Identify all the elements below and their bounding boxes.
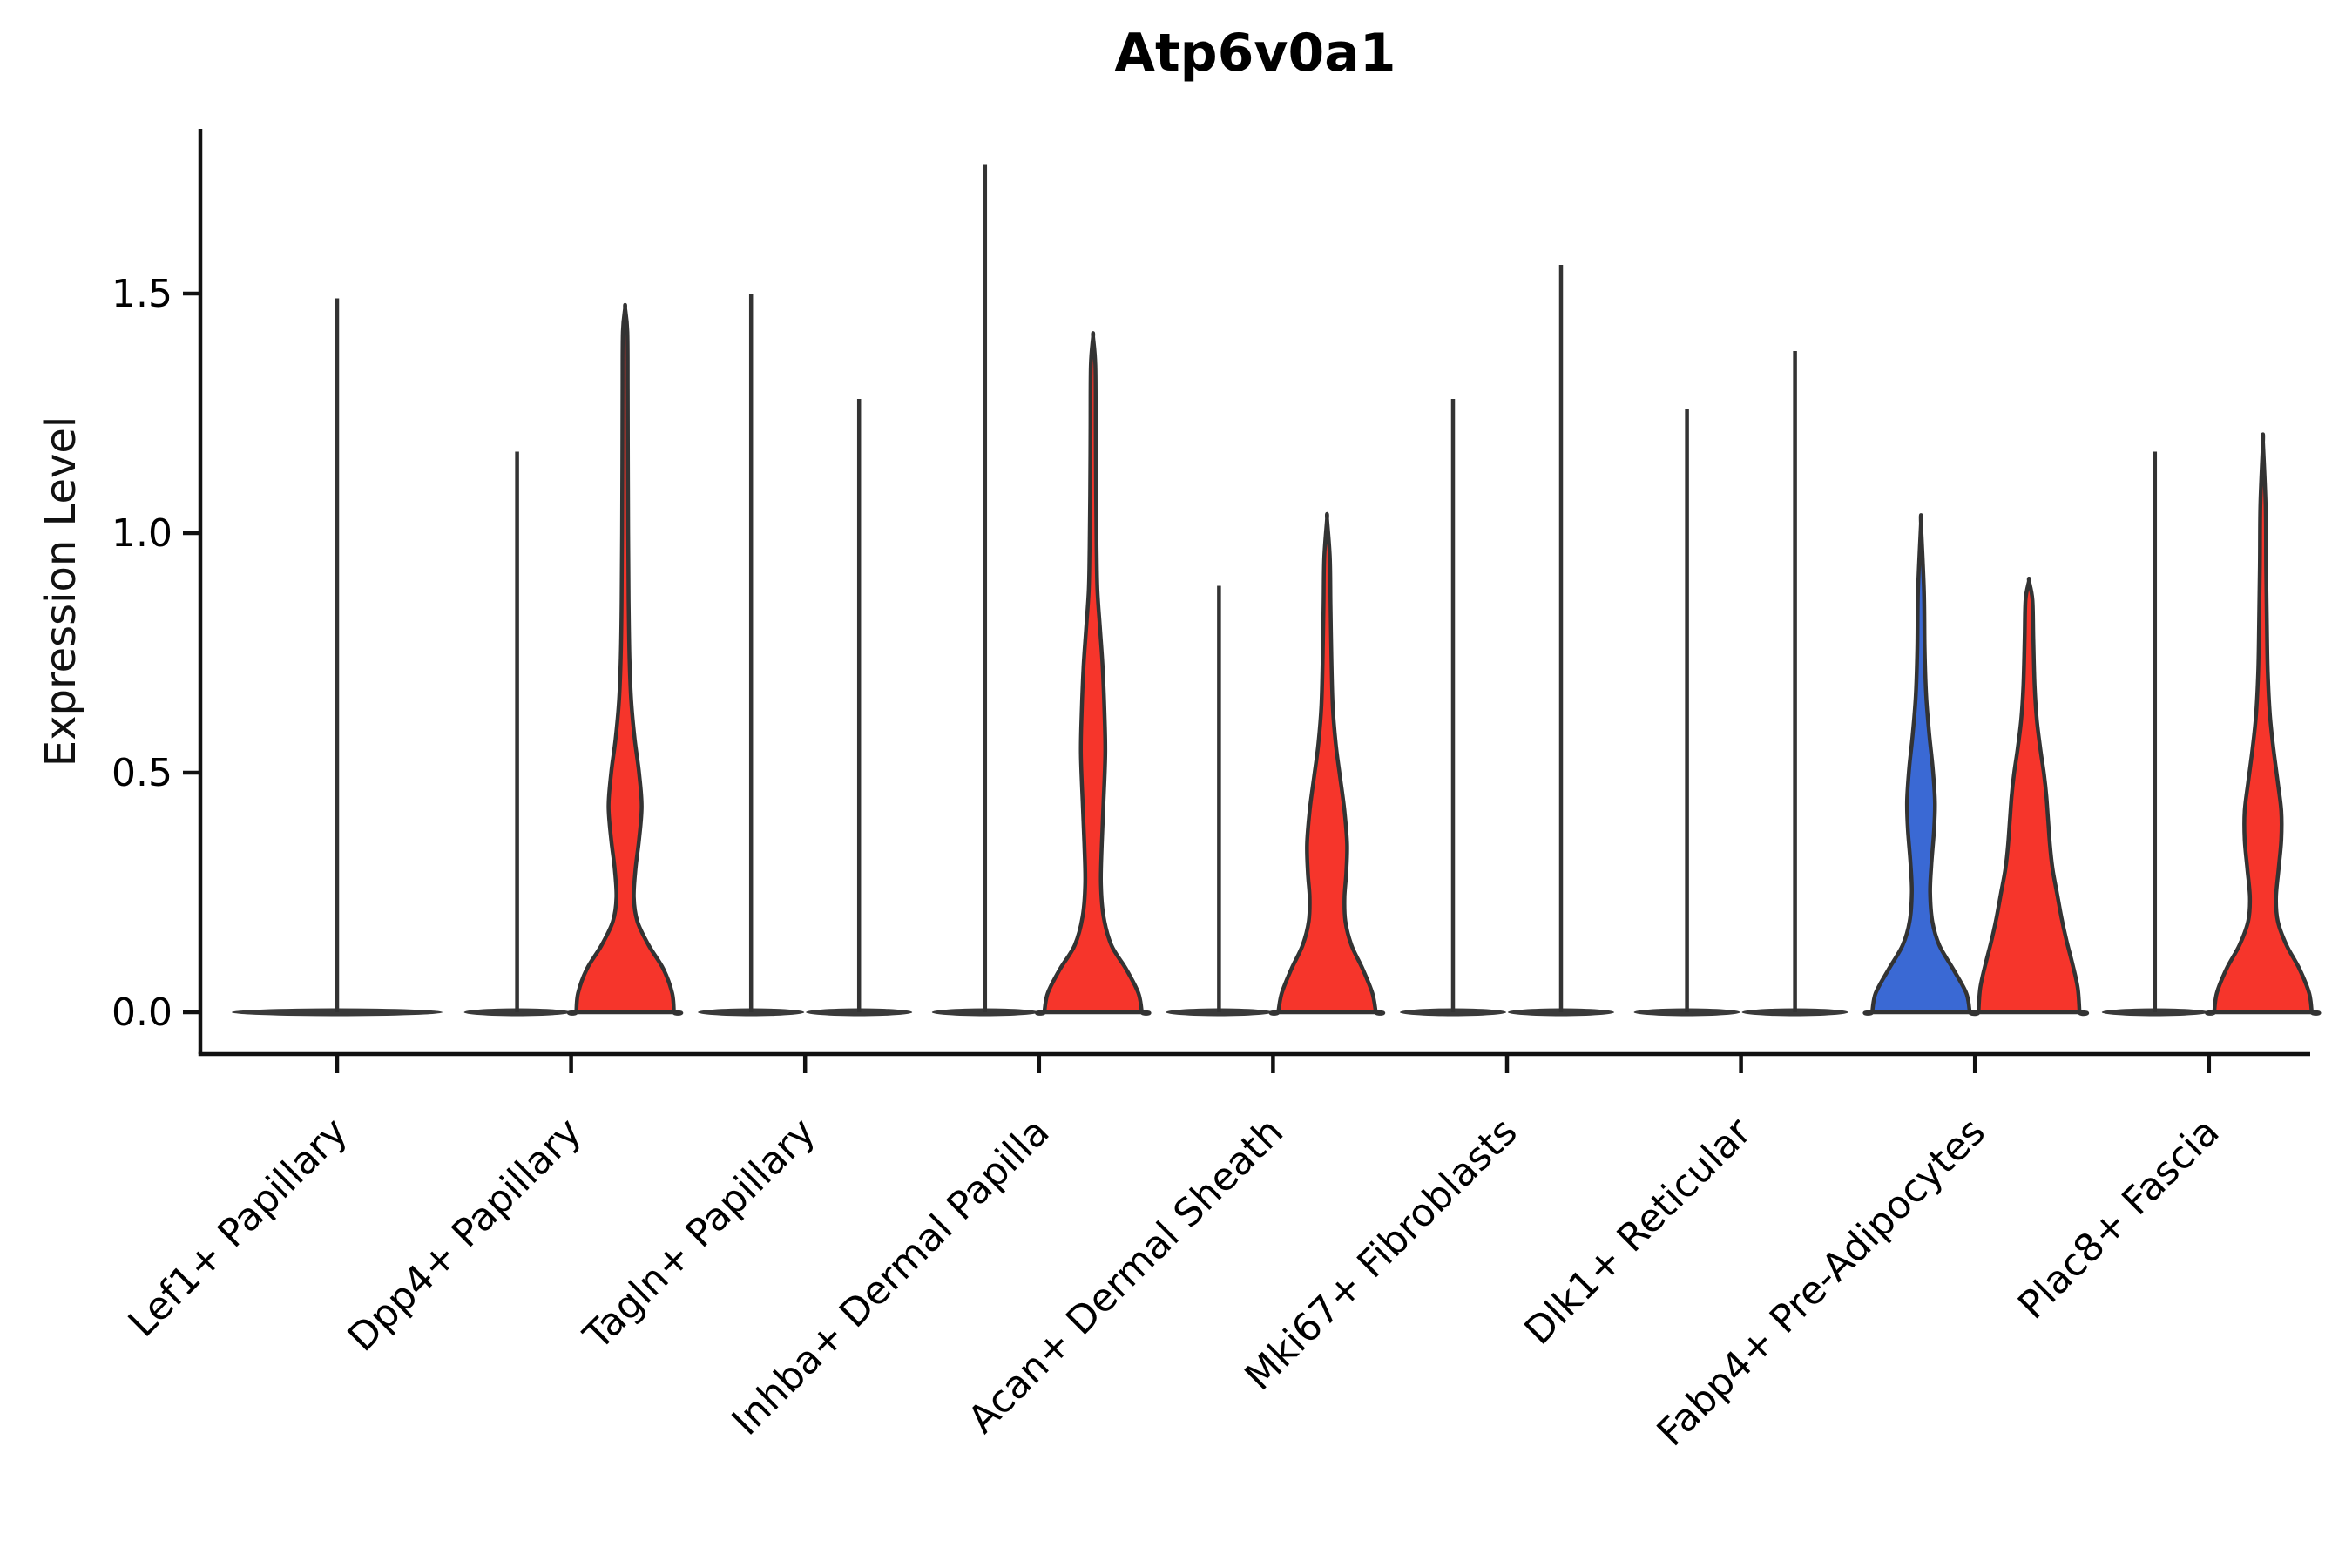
x-tick-label: Lef1+ Papillary xyxy=(120,1110,356,1346)
y-tick-label: 0.0 xyxy=(112,990,172,1035)
y-tick-label: 1.0 xyxy=(112,511,172,556)
violin-red xyxy=(1268,511,1386,1016)
violin-red xyxy=(1969,576,2090,1017)
violins-group xyxy=(232,164,2322,1017)
x-tick-label: Dpp4+ Papillary xyxy=(340,1110,591,1361)
y-axis-label: Expression Level xyxy=(37,416,85,767)
axis-spines xyxy=(198,129,2310,1057)
x-tick-label: Dlk1+ Reticular xyxy=(1516,1109,1761,1354)
violin-red xyxy=(2205,432,2322,1016)
violin-blue xyxy=(1862,513,1979,1016)
violin-red xyxy=(567,302,684,1016)
y-ticks-group: 0.0 0.5 1.0 1.5 xyxy=(112,272,200,1035)
y-tick-label: 1.5 xyxy=(112,272,172,316)
x-ticks-group xyxy=(335,1054,2212,1073)
y-tick-label: 0.5 xyxy=(112,751,172,795)
chart-title: Atp6v0a1 xyxy=(1114,23,1396,84)
x-tick-label: Tagln+ Papillary xyxy=(575,1110,824,1359)
violin-red xyxy=(1035,331,1152,1016)
x-tick-label: Plac8+ Fascia xyxy=(2010,1110,2228,1328)
